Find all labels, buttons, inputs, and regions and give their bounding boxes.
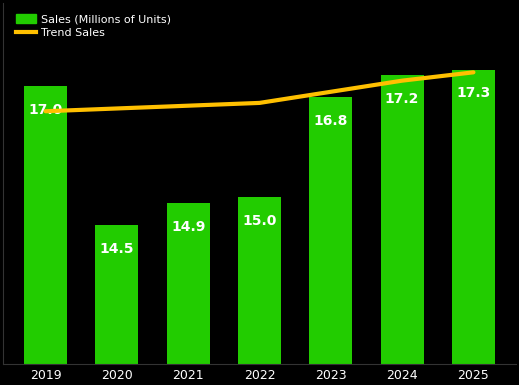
- Bar: [95, 225, 138, 385]
- Bar: [309, 97, 352, 385]
- Bar: [24, 86, 67, 385]
- Text: 17.0: 17.0: [29, 103, 63, 117]
- Text: 15.0: 15.0: [242, 214, 277, 228]
- Text: 14.5: 14.5: [100, 242, 134, 256]
- Bar: [238, 198, 281, 385]
- Text: 16.8: 16.8: [313, 114, 348, 128]
- Text: 17.2: 17.2: [385, 92, 419, 106]
- Bar: [381, 75, 424, 385]
- Legend: Sales (Millions of Units), Trend Sales: Sales (Millions of Units), Trend Sales: [13, 12, 173, 40]
- Text: 14.9: 14.9: [171, 220, 206, 234]
- Text: 17.3: 17.3: [456, 86, 490, 100]
- Bar: [167, 203, 210, 385]
- Bar: [452, 70, 495, 385]
